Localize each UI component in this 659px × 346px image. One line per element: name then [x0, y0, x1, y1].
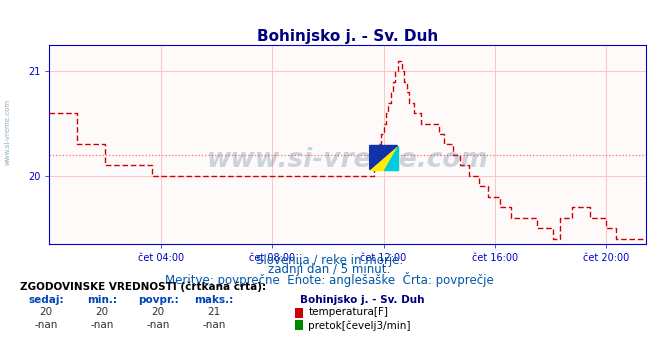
Text: Meritve: povprečne  Enote: anglešaške  Črta: povprečje: Meritve: povprečne Enote: anglešaške Črt… [165, 272, 494, 286]
Text: min.:: min.: [87, 295, 117, 305]
Text: www.si-vreme.com: www.si-vreme.com [5, 98, 11, 165]
Text: 21: 21 [208, 307, 221, 317]
Text: www.si-vreme.com: www.si-vreme.com [207, 147, 488, 173]
Text: -nan: -nan [202, 320, 226, 330]
Text: 20: 20 [96, 307, 109, 317]
Text: -nan: -nan [146, 320, 170, 330]
Polygon shape [384, 146, 397, 170]
Text: sedaj:: sedaj: [28, 295, 64, 305]
Title: Bohinjsko j. - Sv. Duh: Bohinjsko j. - Sv. Duh [257, 29, 438, 44]
Text: povpr.:: povpr.: [138, 295, 179, 305]
Text: zadnji dan / 5 minut.: zadnji dan / 5 minut. [268, 263, 391, 276]
Text: -nan: -nan [34, 320, 58, 330]
Text: maks.:: maks.: [194, 295, 234, 305]
Polygon shape [370, 146, 397, 170]
Text: 20: 20 [152, 307, 165, 317]
Text: -nan: -nan [90, 320, 114, 330]
Text: Bohinjsko j. - Sv. Duh: Bohinjsko j. - Sv. Duh [300, 295, 424, 305]
Text: Slovenija / reke in morje.: Slovenija / reke in morje. [256, 254, 403, 267]
Text: temperatura[F]: temperatura[F] [308, 307, 388, 317]
Bar [370, 146, 397, 170]
Text: pretok[čevelj3/min]: pretok[čevelj3/min] [308, 320, 411, 330]
Text: ZGODOVINSKE VREDNOSTI (črtkana črta):: ZGODOVINSKE VREDNOSTI (črtkana črta): [20, 282, 266, 292]
Text: 20: 20 [40, 307, 53, 317]
